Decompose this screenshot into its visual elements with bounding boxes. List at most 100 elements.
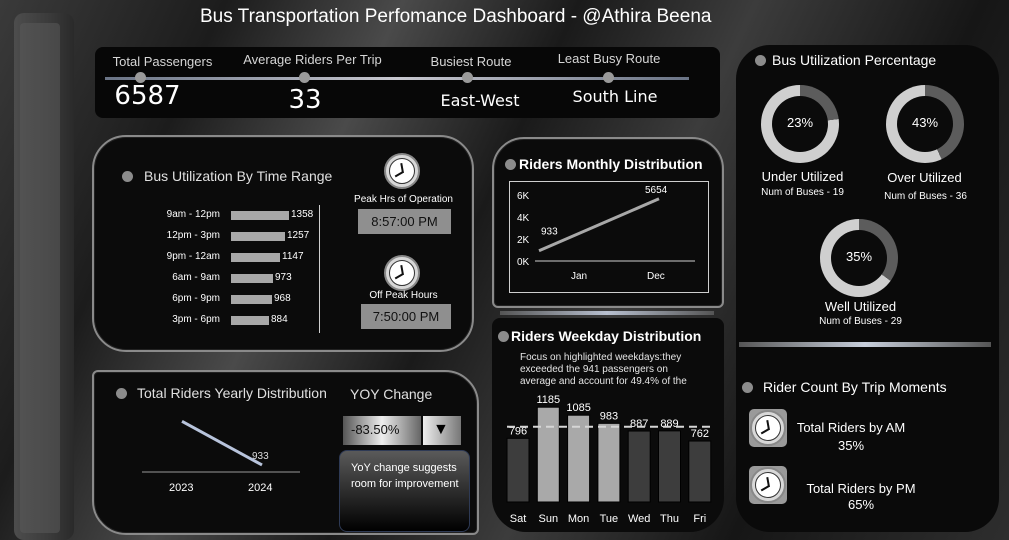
weekday-data-label: 889 [660,418,678,430]
utilization-panel: Bus Utilization Percentage 23% Under Uti… [736,45,999,532]
time-range-value: 884 [271,314,288,325]
am-riders-label: Total Riders by AM [796,420,906,435]
utilization-title: Bus Utilization Percentage [772,52,937,68]
weekday-x-tick: Mon [568,513,589,525]
dashboard-title: Bus Transportation Perfomance Dashboard … [200,6,712,27]
time-range-label: 9am - 12pm [166,209,220,220]
over-utilized-pct: 43% [911,115,939,130]
donut-center: 43% [897,96,953,152]
weekday-x-tick: Fri [693,513,706,525]
time-range-value: 1147 [282,251,304,262]
yoy-title: YOY Change [350,386,433,402]
over-utilized-donut: 43% [886,85,964,163]
yearly-data-label: 933 [252,451,269,462]
kpi-avg-riders-value: 33 [288,85,322,115]
monthly-line-chart: 6K 4K 2K 0K 933 5654 Jan Dec [517,185,695,282]
trip-moments-title: Rider Count By Trip Moments [763,379,947,395]
time-range-bar [231,316,269,325]
time-range-label: 9pm - 12am [166,251,220,262]
time-range-label: 6pm - 9pm [172,293,220,304]
monthly-series-line [538,197,660,253]
monthly-panel: Riders Monthly Distribution 6K 4K 2K 0K 933 5… [492,137,724,308]
time-range-value: 1257 [287,230,310,241]
monthly-chart-frame [509,181,709,293]
clock-icon [384,255,420,291]
kpi-marker [603,72,614,83]
clock-icon [750,467,786,503]
donut-center: 23% [772,96,828,152]
kpi-avg-riders-label: Average Riders Per Trip [243,52,382,67]
kpi-busiest-route-label: Busiest Route [430,54,512,69]
pm-riders-value: 65% [847,497,875,512]
well-utilized-pct: 35% [845,249,873,264]
yearly-line-chart: 5654933 [142,420,300,473]
yearly-axis-label: 2023 [169,482,194,494]
peak-hours-label: Peak Hrs of Operation [354,194,453,205]
panel-bullet [116,388,127,399]
weekday-data-label: 983 [600,410,618,422]
yoy-value-box: -83.50% [343,416,421,445]
donut-center: 35% [831,230,887,286]
kpi-marker [462,72,473,83]
time-range-bar [231,253,280,262]
yearly-title: Total Riders Yearly Distribution [137,385,327,401]
weekday-bar [506,437,530,503]
clock-icon [384,153,420,189]
under-utilized-pct: 23% [786,115,814,130]
time-range-bar [231,211,289,220]
time-range-panel: Bus Utilization By Time Range 9am - 12pm… [92,135,474,352]
off-peak-hours-value: 7:50:00 PM [361,304,451,329]
weekday-bar [627,430,651,503]
time-range-title: Bus Utilization By Time Range [144,168,333,184]
monthly-y-tick: 0K [517,257,530,268]
yearly-series-line [181,420,263,467]
monthly-title: Riders Monthly Distribution [519,156,703,172]
left-sidebar [14,13,74,540]
weekday-bar [536,406,560,503]
weekday-bar [597,422,621,503]
peak-hours-value: 8:57:00 PM [358,209,451,234]
kpi-busiest-route-value: East-West [440,91,520,110]
weekday-data-label: 762 [691,428,709,440]
monthly-y-tick: 2K [517,235,530,246]
kpi-marker [299,72,310,83]
time-range-value: 973 [275,272,292,283]
kpi-marker [135,72,146,83]
time-range-bar [231,274,273,283]
panel-bullet [742,382,753,393]
weekday-x-tick: Sun [539,513,559,525]
yearly-panel: Total Riders Yearly Distribution 5654933… [92,370,479,535]
yoy-value: -83.50% [351,422,400,437]
kpi-least-busy-route-value: South Line [572,87,658,106]
yoy-note: YoY change suggests room for improvement [351,462,459,490]
monthly-x-tick: Jan [571,271,587,282]
under-utilized-buses: Num of Buses - 19 [761,187,844,198]
panel-divider [500,311,714,315]
weekday-data-label: 887 [630,418,648,430]
yoy-note-box: YoY change suggests room for improvement [339,450,470,532]
down-arrow-icon: ▼ [433,421,449,438]
panel-bullet [505,159,516,170]
monthly-x-tick: Dec [647,271,665,282]
weekday-bar [658,430,681,503]
weekday-x-tick: Wed [628,513,650,525]
weekday-bar [567,414,591,503]
am-clock-box [749,409,787,447]
monthly-data-label: 933 [541,227,558,238]
weekday-x-tick: Sat [510,513,527,525]
kpi-total-passengers-value: 6587 [114,81,181,111]
clock-icon [750,410,786,446]
time-range-value: 968 [274,293,291,304]
kpi-least-busy-route-label: Least Busy Route [557,51,661,66]
weekday-bar-chart: 796 Sat 1185 Sun 1085 Mon 983 Tue 887 Wed 889 Thu 76… [506,394,712,525]
kpi-total-passengers-label: Total Passengers [112,54,213,69]
weekday-data-label: 1085 [566,402,590,414]
time-range-bar [231,232,285,241]
weekday-x-tick: Tue [600,513,619,525]
time-range-value: 1358 [291,209,314,220]
off-peak-hours-label: Off Peak Hours [369,290,438,301]
weekday-data-label: 796 [509,425,527,437]
monthly-y-tick: 6K [517,191,530,202]
well-utilized-donut: 35% [820,219,898,297]
panel-bullet [498,331,509,342]
